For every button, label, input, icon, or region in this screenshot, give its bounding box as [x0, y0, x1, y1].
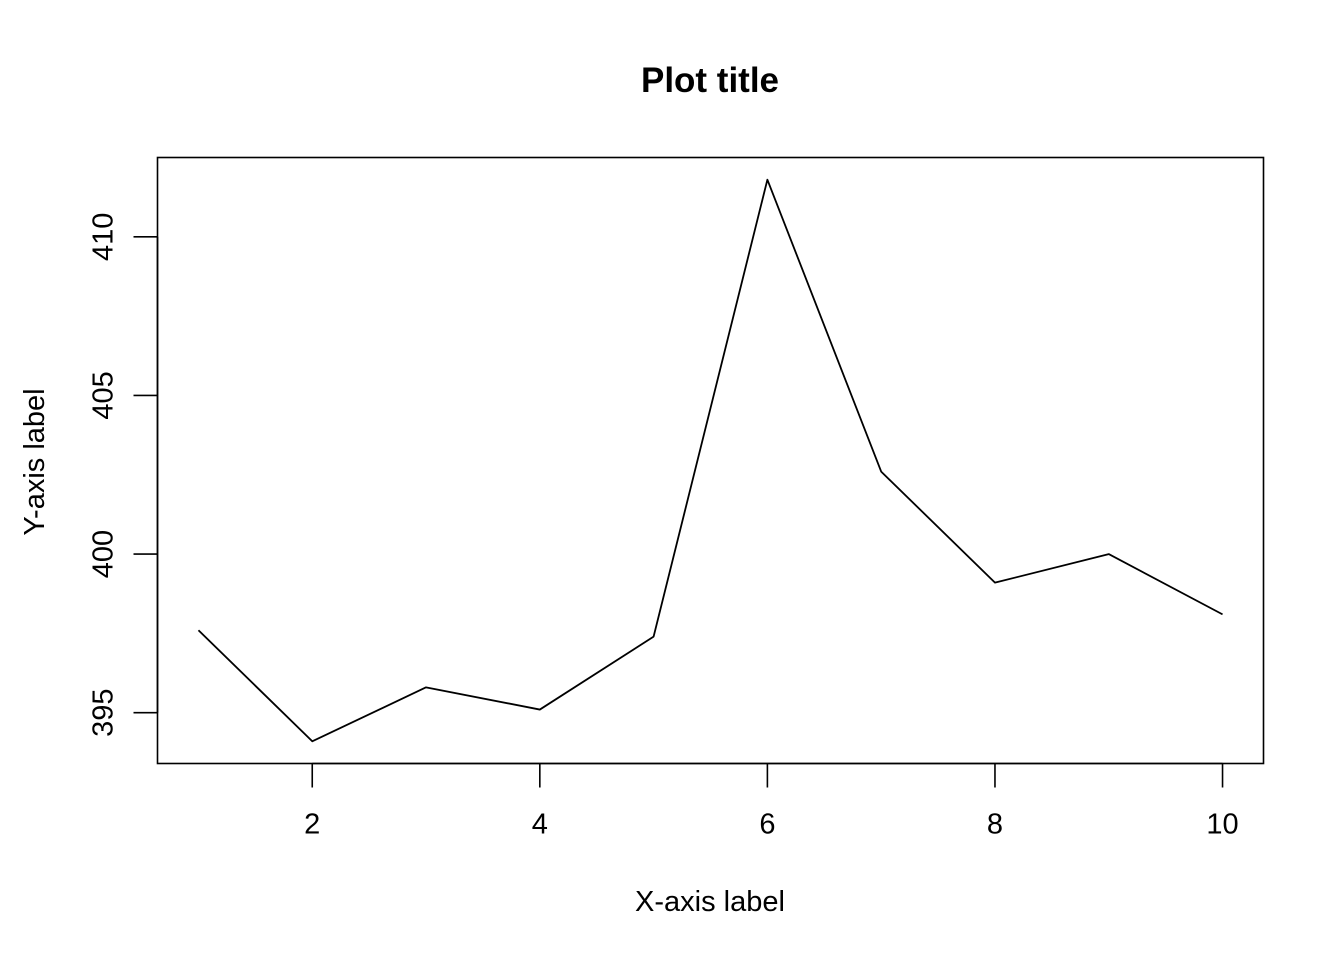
- chart-title: Plot title: [641, 61, 779, 100]
- x-tick-label: 2: [304, 809, 320, 841]
- x-tick-label: 4: [532, 809, 548, 841]
- x-tick-label: 6: [759, 809, 775, 841]
- plot-frame: [156, 156, 1265, 765]
- y-axis-label: Y-axis label: [19, 388, 51, 535]
- y-tick-label: 405: [88, 371, 120, 419]
- y-axis: 395 400 405 410: [88, 213, 159, 737]
- x-axis: 2 4 6 8 10: [304, 762, 1239, 841]
- y-tick-label: 410: [88, 213, 120, 261]
- y-tick-label: 395: [88, 689, 120, 737]
- y-tick-label: 400: [88, 530, 120, 578]
- series-line: [197, 178, 1223, 743]
- x-tick-label: 10: [1206, 809, 1238, 841]
- x-axis-label: X-axis label: [635, 886, 785, 918]
- x-tick-label: 8: [987, 809, 1003, 841]
